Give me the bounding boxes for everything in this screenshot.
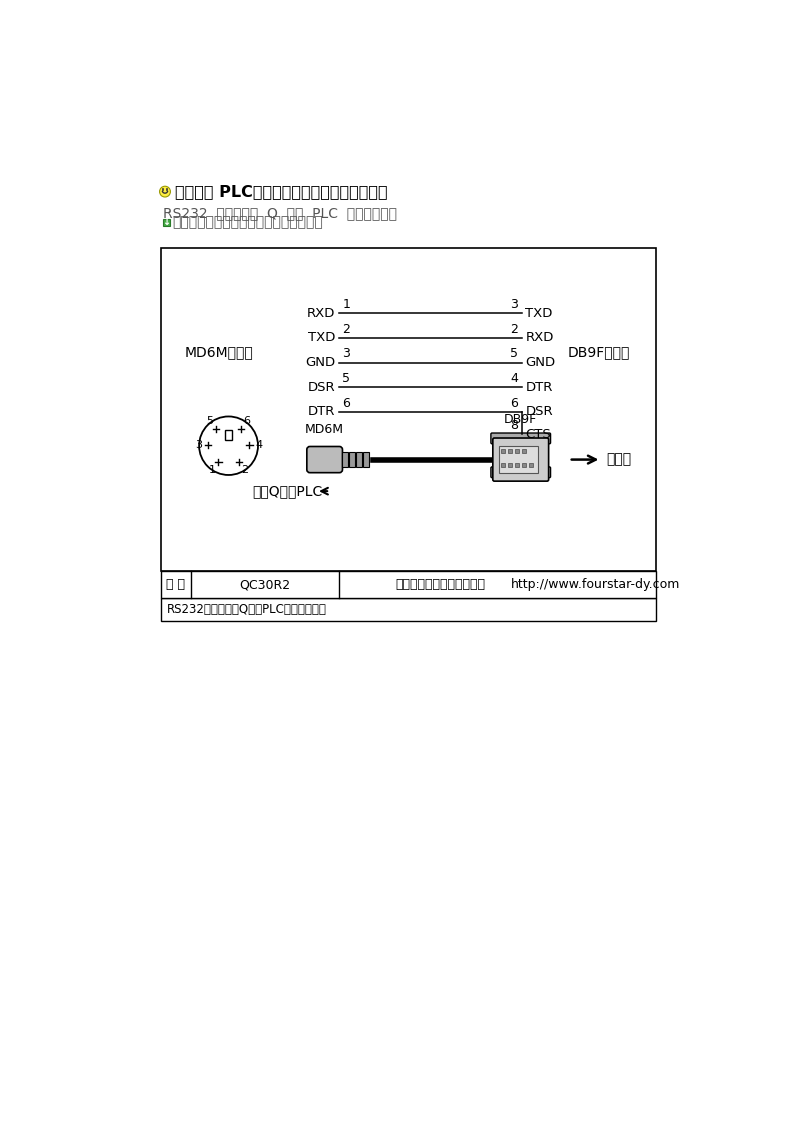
Bar: [501, 449, 505, 453]
Bar: [161, 571, 656, 598]
Text: 4: 4: [511, 371, 519, 385]
Text: 5: 5: [206, 416, 213, 426]
Bar: [163, 219, 170, 227]
Text: MD6M: MD6M: [305, 423, 344, 436]
Text: 5: 5: [511, 347, 519, 360]
Bar: [356, 452, 362, 467]
Text: DB9F（孔）: DB9F（孔）: [568, 344, 630, 359]
Text: RS232  接口的三菱  Q  系列  PLC  编程通讯电缆: RS232 接口的三菱 Q 系列 PLC 编程通讯电缆: [163, 206, 396, 220]
Circle shape: [159, 186, 170, 197]
Text: 2: 2: [511, 323, 519, 335]
Text: 此主题相关图片如下，点击图片看大图：: 此主题相关图片如下，点击图片看大图：: [173, 215, 324, 229]
FancyBboxPatch shape: [491, 467, 550, 478]
Text: DB9F: DB9F: [504, 413, 538, 425]
Text: RXD: RXD: [526, 331, 554, 344]
Text: 3: 3: [195, 440, 202, 450]
Bar: [508, 449, 512, 453]
Text: CTS: CTS: [526, 427, 551, 441]
Text: QC30R2: QC30R2: [239, 578, 290, 591]
Text: 8: 8: [511, 419, 519, 432]
Text: http://www.fourstar-dy.com: http://www.fourstar-dy.com: [511, 578, 680, 591]
Text: 5: 5: [343, 371, 351, 385]
Text: GND: GND: [526, 356, 556, 369]
Text: 三菱系列 PLC、触摸屏等工控电缆的制作图纸: 三菱系列 PLC、触摸屏等工控电缆的制作图纸: [175, 184, 388, 199]
Text: 德阳四星电子技术开发中心: 德阳四星电子技术开发中心: [395, 578, 485, 591]
Text: DTR: DTR: [526, 380, 553, 394]
Bar: [523, 462, 526, 467]
Bar: [363, 452, 369, 467]
Text: 6: 6: [511, 396, 519, 410]
Bar: [343, 452, 348, 467]
Text: 4: 4: [255, 440, 262, 450]
Text: DTR: DTR: [308, 405, 335, 419]
Circle shape: [199, 416, 258, 475]
Bar: [529, 462, 533, 467]
Text: RXD: RXD: [307, 306, 335, 320]
Bar: [161, 248, 656, 571]
Bar: [515, 462, 519, 467]
Text: TXD: TXD: [308, 331, 335, 344]
Text: RS232接口的三菱Q系列PLC编程通讯电缆: RS232接口的三菱Q系列PLC编程通讯电缆: [167, 604, 328, 616]
Bar: [515, 449, 519, 453]
Text: 3: 3: [343, 347, 351, 360]
Text: 3: 3: [511, 298, 519, 311]
Text: 2: 2: [343, 323, 351, 335]
Text: DSR: DSR: [308, 380, 335, 394]
Bar: [161, 598, 656, 622]
Text: ↓: ↓: [163, 218, 170, 228]
FancyBboxPatch shape: [491, 433, 550, 444]
Bar: [508, 462, 512, 467]
Bar: [350, 452, 355, 467]
Text: DSR: DSR: [526, 405, 553, 419]
FancyBboxPatch shape: [492, 438, 549, 481]
FancyBboxPatch shape: [307, 447, 343, 472]
Bar: [499, 445, 538, 473]
Bar: [501, 462, 505, 467]
Text: 6: 6: [243, 416, 251, 426]
Text: 型 号: 型 号: [167, 578, 186, 591]
Bar: [225, 430, 232, 440]
Text: MD6M（针）: MD6M（针）: [185, 344, 254, 359]
Bar: [523, 449, 526, 453]
Text: GND: GND: [305, 356, 335, 369]
Text: 计算机: 计算机: [606, 452, 631, 467]
Text: TXD: TXD: [526, 306, 553, 320]
Text: 1: 1: [343, 298, 351, 311]
Text: 6: 6: [343, 396, 351, 410]
Text: 2: 2: [241, 465, 248, 475]
Text: 三菱Q系列PLC: 三菱Q系列PLC: [253, 485, 323, 498]
Text: 1: 1: [209, 465, 216, 475]
